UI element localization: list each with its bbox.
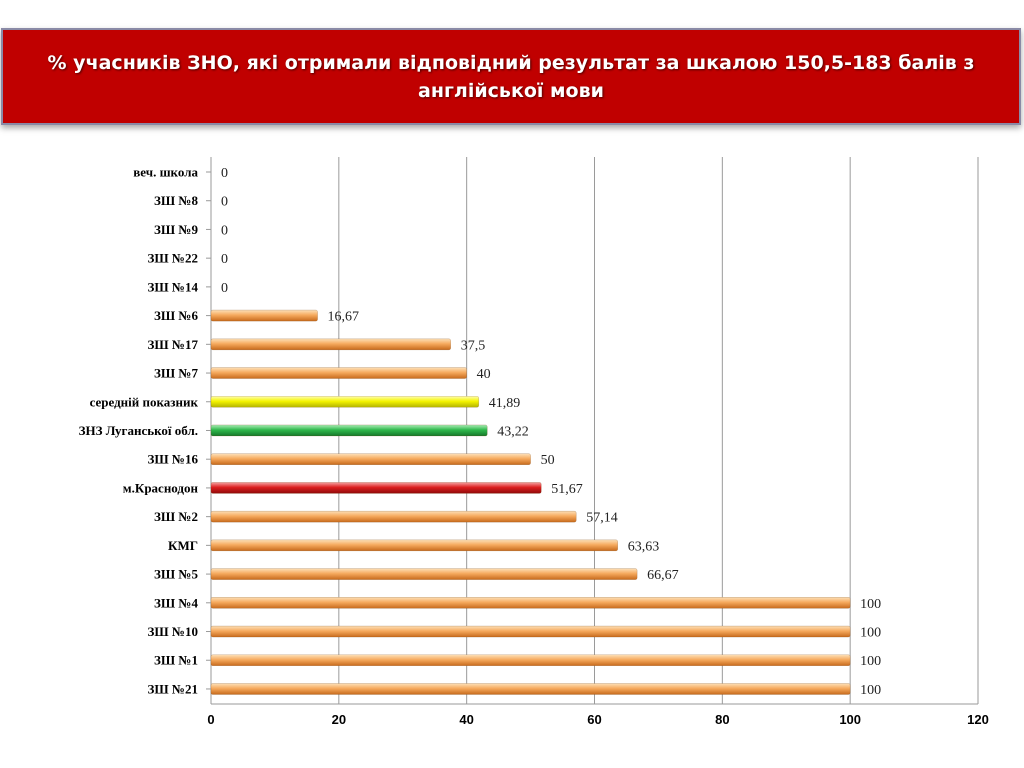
category-label: веч. школа	[133, 165, 198, 180]
bar	[210, 568, 638, 580]
bar	[210, 482, 542, 494]
category-label: ЗШ №6	[154, 308, 198, 323]
category-label: ЗШ №1	[154, 653, 198, 668]
value-label: 100	[860, 683, 881, 698]
bar	[210, 367, 467, 379]
category-label: ЗШ №17	[148, 337, 199, 352]
value-label: 100	[860, 597, 881, 612]
x-tick-label: 100	[839, 712, 861, 727]
category-label: ЗШ №22	[148, 251, 198, 266]
category-label: ЗШ №8	[154, 193, 198, 208]
bar	[210, 539, 619, 552]
category-label: ЗШ №9	[154, 222, 198, 237]
value-label: 43,22	[497, 424, 528, 439]
x-tick-label: 20	[332, 712, 346, 727]
value-label: 41,89	[489, 396, 521, 411]
value-label: 37,5	[461, 338, 486, 353]
value-label: 16,67	[328, 310, 360, 325]
x-tick-label: 80	[715, 712, 729, 727]
bar	[210, 654, 851, 667]
category-label: ЗШ №4	[154, 595, 198, 610]
bar	[210, 309, 318, 322]
value-label: 0	[221, 223, 228, 238]
bar	[210, 338, 451, 351]
category-label: м.Краснодон	[123, 480, 199, 495]
category-label: ЗШ №14	[148, 279, 199, 294]
category-label: ЗНЗ Луганської обл.	[79, 423, 198, 438]
value-label: 0	[221, 281, 228, 296]
value-label: 63,63	[628, 539, 660, 554]
bar	[210, 683, 851, 695]
bar	[210, 510, 577, 523]
bar	[210, 596, 851, 609]
value-label: 0	[221, 252, 228, 267]
bar	[210, 453, 531, 466]
chart-title: % учасників ЗНО, які отримали відповідни…	[47, 51, 975, 102]
category-label: ЗШ №10	[148, 624, 198, 639]
x-tick-label: 40	[459, 712, 473, 727]
category-label: ЗШ №16	[148, 452, 199, 467]
category-label: середній показник	[90, 394, 199, 409]
value-label: 100	[860, 654, 881, 669]
category-label: ЗШ №2	[154, 509, 198, 524]
title-banner: % учасників ЗНО, які отримали відповідни…	[1, 28, 1021, 125]
x-tick-label: 0	[207, 712, 214, 727]
value-label: 66,67	[647, 568, 679, 583]
category-label: ЗШ №5	[154, 567, 198, 582]
x-tick-label: 120	[967, 712, 989, 727]
value-label: 100	[860, 626, 881, 641]
bars-group	[210, 309, 851, 695]
bar	[210, 395, 480, 408]
category-labels: веч. школа ЗШ №8 ЗШ №9 ЗШ №22 ЗШ №14 ЗШ №6 ЗШ …	[79, 165, 211, 696]
category-label: КМГ	[168, 538, 198, 553]
grid-lines	[210, 157, 979, 705]
category-label: ЗШ №7	[154, 366, 198, 381]
value-label: 57,14	[586, 511, 618, 526]
value-label: 51,67	[551, 482, 583, 497]
x-axis-ticks: 0 20 40 60 80 100 120	[207, 712, 988, 727]
value-label: 0	[221, 166, 228, 181]
x-tick-label: 60	[587, 712, 601, 727]
value-label: 0	[221, 195, 228, 210]
bar	[210, 625, 851, 638]
bar	[210, 424, 488, 437]
value-label: 50	[541, 453, 555, 468]
category-label: ЗШ №21	[148, 681, 198, 696]
value-label: 40	[477, 367, 491, 382]
